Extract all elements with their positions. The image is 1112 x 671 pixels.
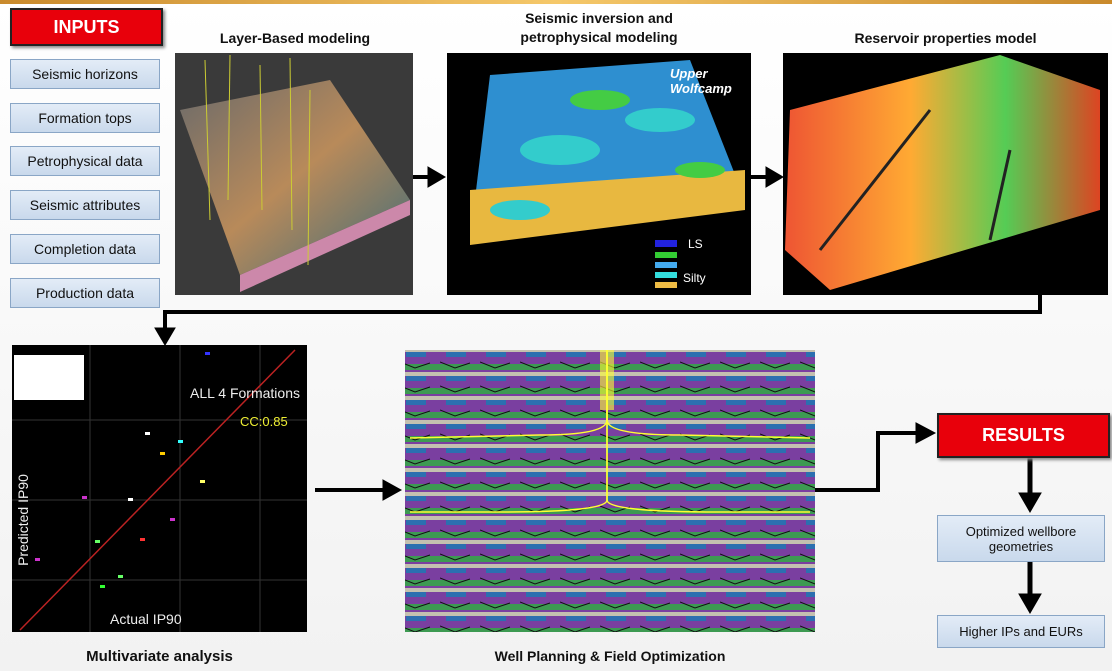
shape	[490, 200, 550, 220]
legend-swatch	[655, 272, 677, 278]
graphics: Upper Wolfcamp LS Silty ALL 4 Formations	[0, 0, 1112, 671]
annotation: ALL 4 Formations	[190, 385, 300, 401]
x-label: Actual IP90	[110, 611, 182, 627]
stats-box	[14, 355, 84, 400]
shape	[178, 440, 183, 443]
shape	[625, 108, 695, 132]
y-label: Predicted IP90	[15, 474, 31, 566]
legend-swatch	[655, 240, 677, 247]
shape	[170, 518, 175, 521]
shape	[200, 480, 205, 483]
shape	[155, 328, 175, 345]
result-item: Higher IPs and EURs	[937, 615, 1105, 648]
shape	[1019, 594, 1041, 613]
legend-label: Silty	[683, 271, 706, 285]
shape	[766, 167, 783, 187]
shape	[600, 350, 614, 410]
shape	[160, 452, 165, 455]
shape	[140, 538, 145, 541]
results-title: RESULTS	[937, 413, 1110, 458]
shape	[675, 162, 725, 178]
shape	[1019, 493, 1041, 512]
shape	[383, 480, 401, 500]
shape	[95, 540, 100, 543]
legend-label: LS	[688, 237, 703, 251]
legend-swatch	[655, 282, 677, 288]
shape	[165, 295, 1040, 330]
legend-swatch	[655, 252, 677, 258]
shape	[82, 496, 87, 499]
result-item: Optimized wellbore geometries	[937, 515, 1105, 562]
annotation: Upper	[670, 66, 709, 81]
shape	[570, 90, 630, 110]
shape	[118, 575, 123, 578]
shape	[916, 423, 935, 443]
shape	[35, 558, 40, 561]
annotation: Wolfcamp	[670, 81, 732, 96]
shape	[428, 167, 445, 187]
legend-swatch	[655, 262, 677, 268]
workflow-diagram: INPUTS Seismic horizons Formation tops P…	[0, 0, 1112, 671]
cc-label: CC:0.85	[240, 414, 288, 429]
shape	[520, 135, 600, 165]
shape	[205, 352, 210, 355]
shape	[815, 433, 918, 490]
shape	[128, 498, 133, 501]
shape	[100, 585, 105, 588]
shape	[145, 432, 150, 435]
